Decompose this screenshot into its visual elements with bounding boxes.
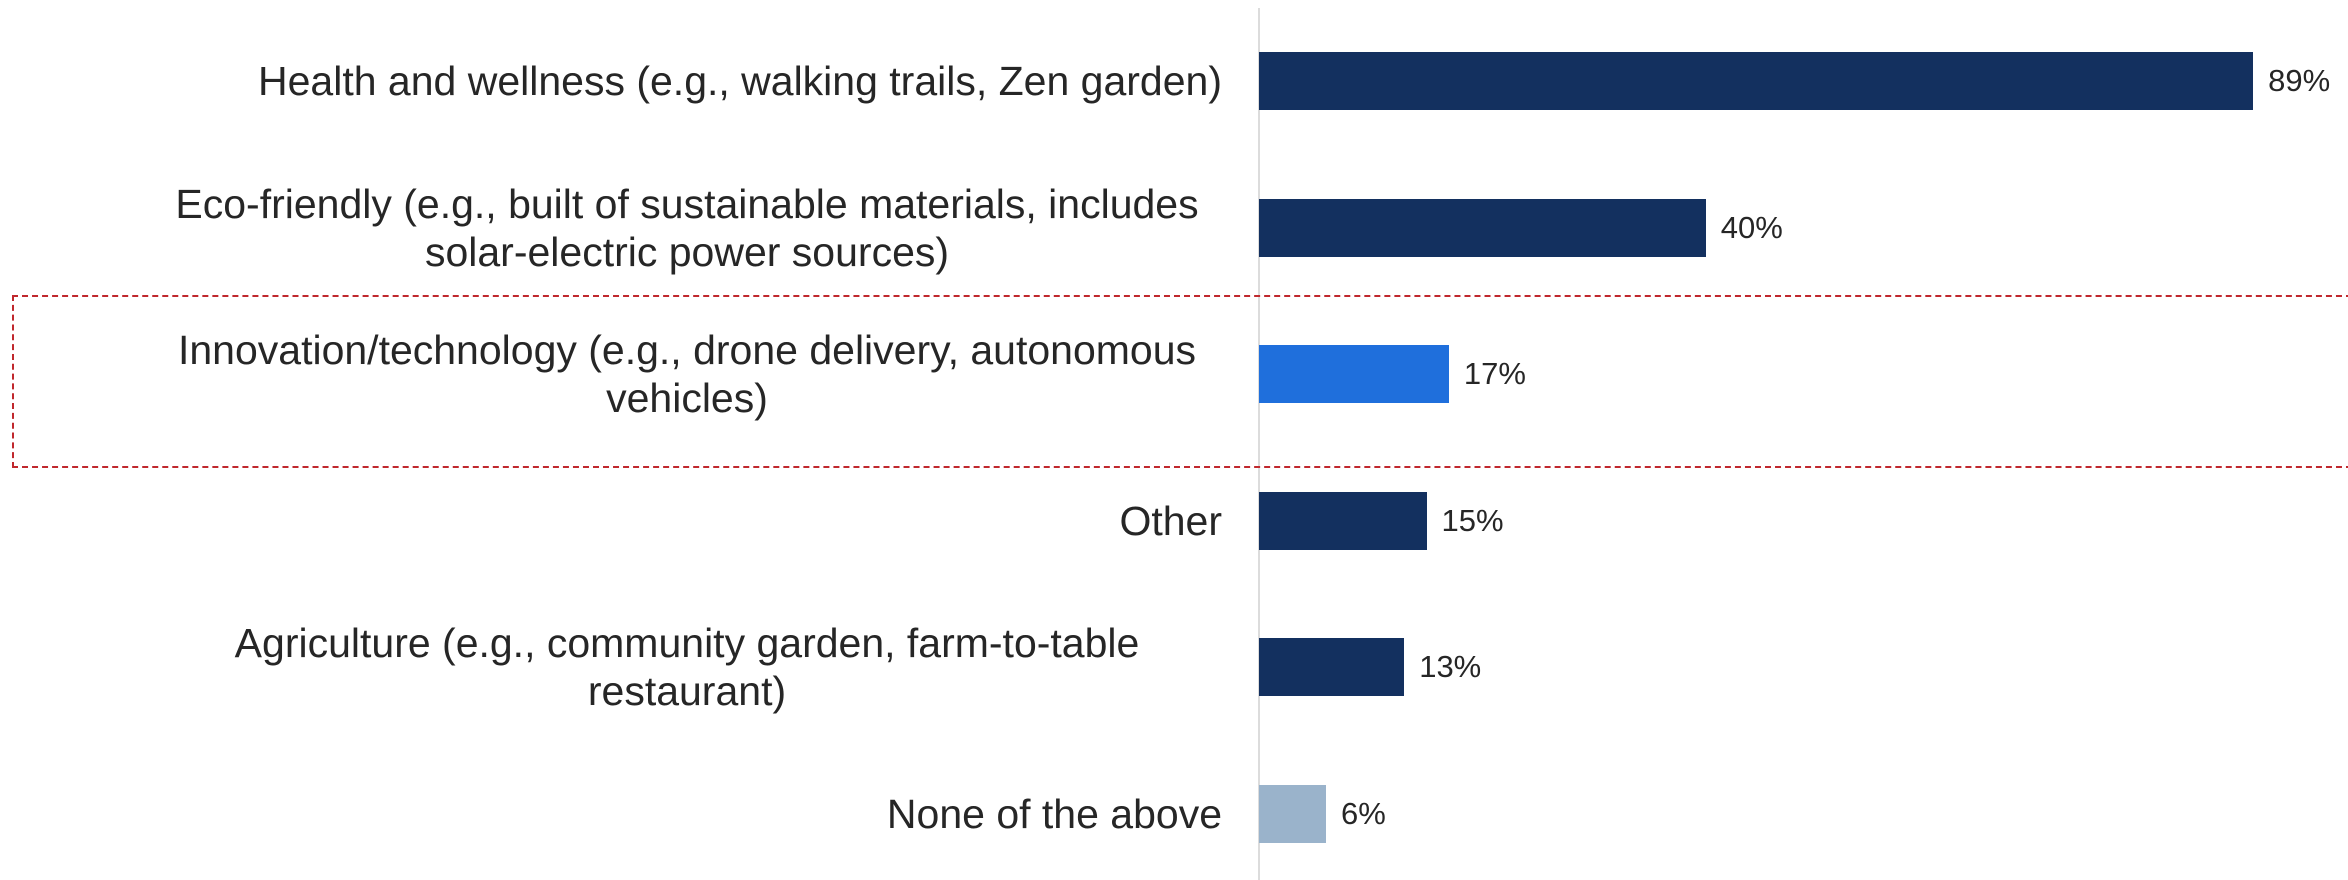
category-label: Eco-friendly (e.g., built of sustainable… [152,180,1222,276]
category-label: Health and wellness (e.g., walking trail… [258,57,1222,105]
bar [1259,345,1449,403]
bar [1259,52,2254,110]
value-label: 40% [1720,209,1783,245]
category-text: Eco-friendly (e.g., built of sustainable… [175,180,1199,275]
bar [1259,638,1405,696]
bar [1259,784,1327,843]
category-label: Other [1119,497,1222,545]
category-text: Other [1119,497,1222,544]
bar [1259,491,1427,550]
value-label: 17% [1463,356,1526,391]
value-label: 89% [2268,63,2331,98]
axis-line [1258,8,1260,880]
value-label: 6% [1341,795,1386,831]
category-text: None of the above [886,790,1222,837]
category-text: Innovation/technology (e.g., drone deliv… [177,327,1197,421]
category-label: None of the above [887,790,1222,838]
category-text: Agriculture (e.g., community garden, far… [234,620,1140,714]
category-label: Agriculture (e.g., community garden, far… [152,619,1222,715]
bar [1259,198,1706,257]
category-label: Innovation/technology (e.g., drone deliv… [152,326,1222,422]
value-label: 13% [1419,649,1482,684]
value-label: 15% [1441,502,1504,538]
category-text: Health and wellness (e.g., walking trail… [258,58,1222,104]
highlight-box [12,295,2348,468]
